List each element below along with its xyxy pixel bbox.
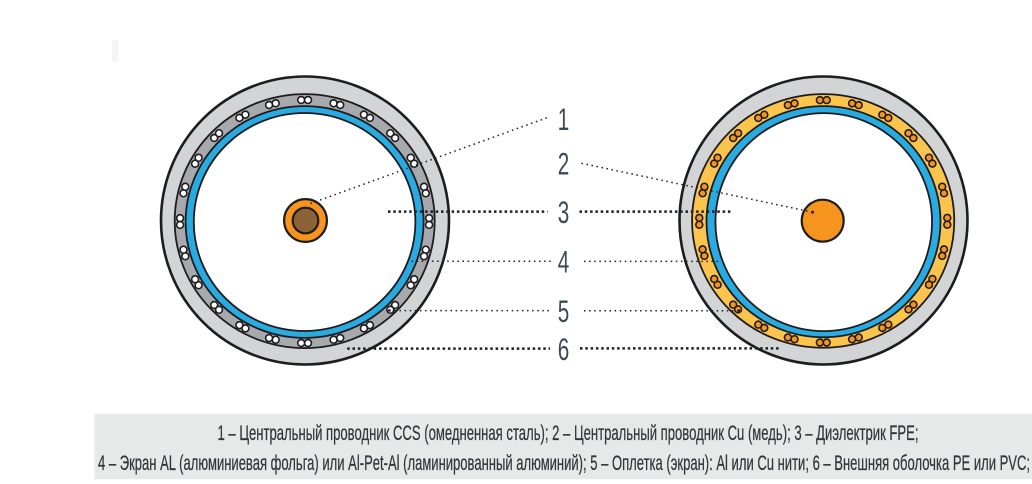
svg-text:4 – Экран AL (алюминиевая фоль: 4 – Экран AL (алюминиевая фольга) или Al… xyxy=(98,452,1030,475)
svg-text:1 – Центральный проводник CCS: 1 – Центральный проводник CCS (омедненна… xyxy=(218,422,919,445)
svg-text:1: 1 xyxy=(558,101,570,137)
svg-text:3: 3 xyxy=(558,194,570,230)
svg-text:5: 5 xyxy=(558,293,570,329)
svg-text:4: 4 xyxy=(558,244,570,280)
svg-text:6: 6 xyxy=(558,331,570,367)
svg-text:2: 2 xyxy=(558,145,570,181)
